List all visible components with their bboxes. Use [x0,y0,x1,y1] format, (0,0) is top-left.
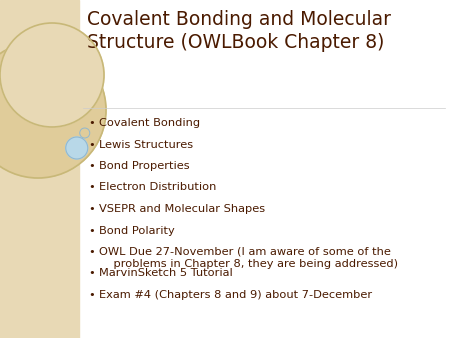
Text: •: • [89,290,95,300]
Text: •: • [89,268,95,279]
Text: VSEPR and Molecular Shapes: VSEPR and Molecular Shapes [99,204,265,214]
Text: Bond Polarity: Bond Polarity [99,225,175,236]
Circle shape [0,42,106,178]
Text: Covalent Bonding: Covalent Bonding [99,118,200,128]
Text: •: • [89,225,95,236]
Text: •: • [89,118,95,128]
Text: OWL Due 27-November (I am aware of some of the
    problems in Chapter 8, they a: OWL Due 27-November (I am aware of some … [99,247,398,269]
Text: Exam #4 (Chapters 8 and 9) about 7-December: Exam #4 (Chapters 8 and 9) about 7-Decem… [99,290,372,300]
Bar [0,0,79,338]
Text: Bond Properties: Bond Properties [99,161,189,171]
Circle shape [66,137,88,159]
Text: •: • [89,183,95,193]
Text: •: • [89,140,95,149]
Text: •: • [89,247,95,257]
Text: •: • [89,204,95,214]
Text: •: • [89,161,95,171]
Text: Lewis Structures: Lewis Structures [99,140,193,149]
Text: Covalent Bonding and Molecular
Structure (OWLBook Chapter 8): Covalent Bonding and Molecular Structure… [87,10,391,52]
Text: Electron Distribution: Electron Distribution [99,183,216,193]
Circle shape [0,23,104,127]
Text: MarvinSketch 5 Tutorial: MarvinSketch 5 Tutorial [99,268,233,279]
